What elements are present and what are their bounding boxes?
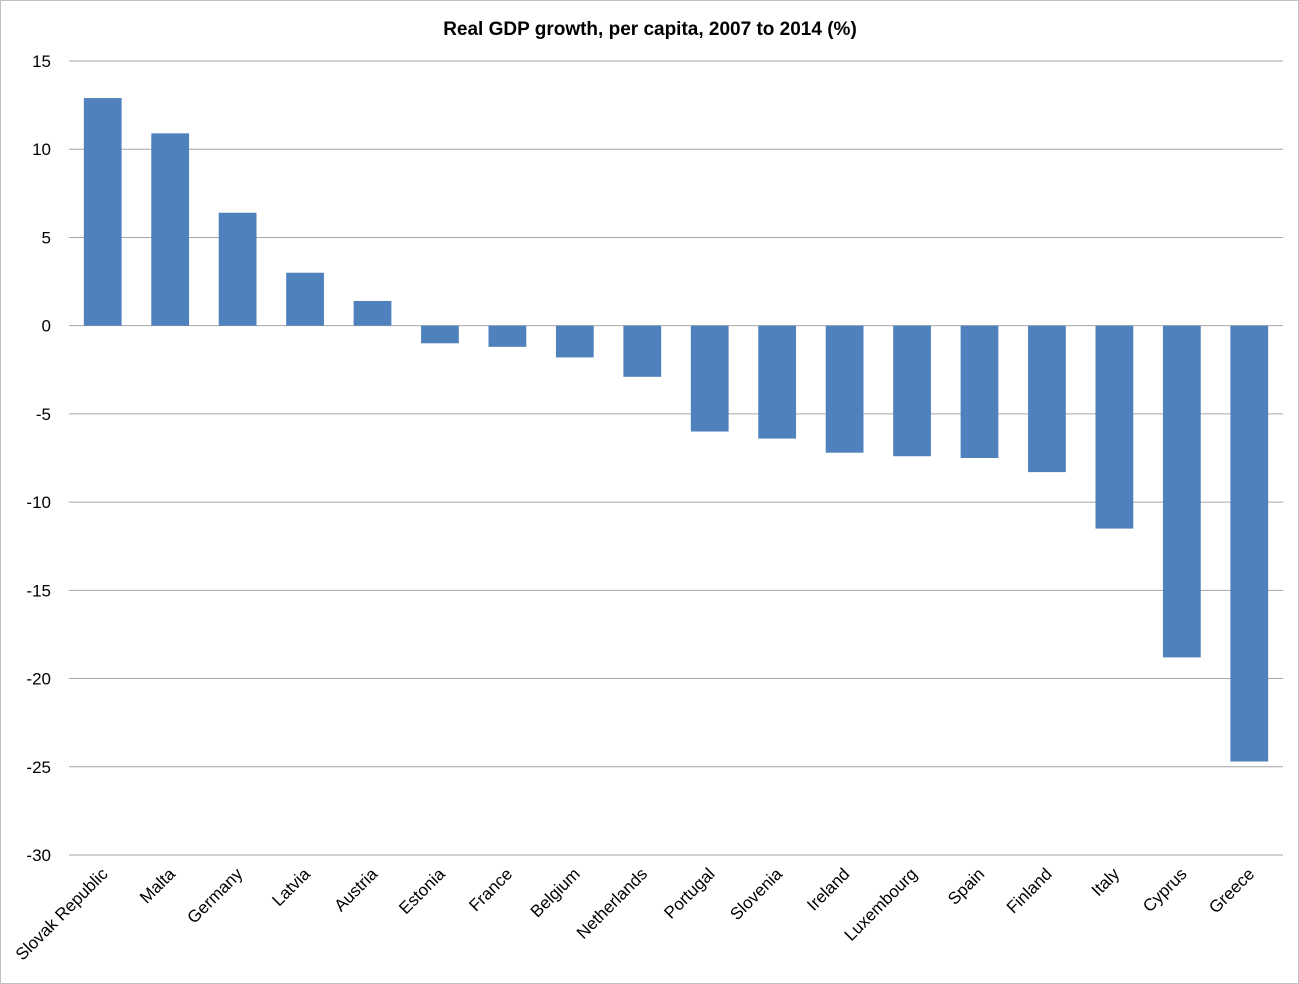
x-tick-label: Slovak Republic [12,864,112,964]
bar-slovak-republic [83,98,122,326]
bar-greece [1230,325,1269,762]
x-tick-label: Malta [136,864,179,907]
y-tick-label: -25 [26,758,51,777]
bar-portugal [690,325,729,432]
y-tick-label: -20 [26,670,51,689]
bar-cyprus [1162,325,1201,658]
bar-estonia [421,325,459,344]
x-tick-label: Ireland [803,864,853,914]
x-tick-label: Cyprus [1139,864,1191,916]
y-tick-label: 0 [42,317,51,336]
bar-latvia [286,272,324,326]
bar-germany [218,212,257,326]
x-tick-label: Portugal [660,864,718,922]
bar-slovenia [758,325,797,439]
y-tick-label: -5 [36,405,51,424]
y-tick-label: -15 [26,581,51,600]
chart-title: Real GDP growth, per capita, 2007 to 201… [443,19,857,40]
bar-finland [1028,325,1066,473]
bar-ireland [825,325,864,453]
y-tick-label: 5 [42,228,51,247]
x-axis-ticks: Slovak Republic Malta Germany Latvia Austria… [12,864,1258,964]
bar-austria [353,300,392,326]
bar-italy [1095,325,1134,529]
x-tick-label: Austria [330,864,381,915]
x-tick-label: Spain [944,864,988,908]
x-tick-label: Finland [1003,864,1056,917]
x-tick-label: Estonia [395,864,449,918]
x-tick-label: Greece [1205,864,1258,917]
y-tick-label: -10 [26,493,51,512]
bar-belgium [555,325,594,358]
x-tick-label: Latvia [268,864,314,910]
x-tick-label: Slovenia [726,864,786,924]
x-tick-label: Luxembourg [841,864,921,944]
bars [83,98,1269,762]
x-tick-label: Netherlands [573,864,651,942]
bar-france [488,325,527,347]
bar-spain [960,325,999,458]
x-tick-label: Belgium [527,864,584,921]
bar-malta [151,133,190,326]
y-tick-label: 10 [32,140,51,159]
x-tick-label: Germany [184,864,247,927]
y-tick-label: -30 [26,846,51,865]
x-tick-label: Italy [1088,864,1124,900]
y-axis-ticks: 15 10 5 0 -5 -10 -15 -20 -25 -30 [26,52,51,865]
bar-netherlands [623,325,662,377]
bar-luxembourg [893,325,931,457]
x-tick-label: France [465,864,516,915]
y-tick-label: 15 [32,52,51,71]
gridlines [69,60,1283,856]
